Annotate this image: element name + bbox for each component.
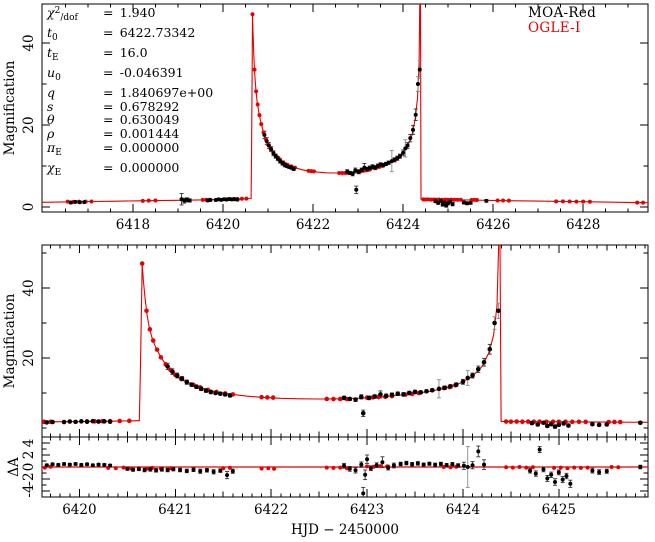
y-tick-label: 0 [21,203,37,212]
x-tick-label: 6418 [116,217,150,233]
x-tick-label: 6422 [296,217,330,233]
x-tick-label: 6420 [206,217,240,233]
param-row: t0 = 6422.73342 [47,24,196,43]
ogle-points [42,464,621,471]
moa-points [44,308,643,429]
y-tick-label: 2 [21,451,37,460]
param-row: q = 1.840697e+00 [47,84,214,100]
fit-parameters: χ2/dof = 1.940 t0 = 6422.73342 tE = 16.0 u0 = -… [47,5,213,181]
x-tick-label: 6426 [476,217,510,233]
param-row: ρ = 0.001444 [47,126,180,142]
y-tick-label: 4 [21,439,37,448]
x-tick-label: 6423 [350,502,384,518]
param-row: s = 0.678292 [47,98,180,114]
param-row: χ2/dof = 1.940 [47,5,156,23]
legend: MOA-Red OGLE-I [528,6,596,36]
error-bars [44,302,643,429]
bottom-y-axis-label: Magnification [2,293,18,389]
x-tick-label: 6424 [446,502,480,518]
y-tick-label: 0 [21,463,37,472]
y-tick-label: 20 [21,349,37,366]
x-tick-label: 6420 [62,502,96,518]
top-y-axis-label: Magnification [2,60,18,156]
param-row: tE = 16.0 [47,44,148,63]
y-tick-label: 40 [21,34,37,51]
x-tick-label: 6428 [566,217,600,233]
y-tick-label: -2 [21,472,37,485]
top-panel: 6418 6420 6422 6424 6426 6428 0 20 40 [21,3,649,233]
y-tick-label: 40 [21,279,37,296]
error-bars [44,445,643,497]
x-tick-label: 6425 [542,502,576,518]
ogle-points [42,261,623,425]
param-row: θ = 0.630049 [47,112,180,128]
moa-points [68,67,489,208]
y-tick-label: 20 [21,116,37,133]
x-axis-label: HJD − 2450000 [290,522,400,538]
axis-ticks [42,245,648,437]
axis-ticks [42,4,648,212]
residual-y-axis-label: ΔA [6,457,22,477]
x-tick-label: 6421 [158,502,192,518]
res-panel: 6420 6421 6422 6423 6424 6425 -4-20 2 4 [21,436,649,518]
legend-ogle: OGLE-I [528,20,581,36]
moa-points [44,447,643,496]
param-row: χE = 0.000000 [47,160,180,179]
model-curve [42,245,648,423]
x-tick-label: 6424 [386,217,420,233]
param-row: πE = 0.000000 [47,140,180,159]
legend-moa: MOA-Red [528,5,597,21]
y-tick-label: -4 [21,484,37,497]
x-tick-label: 6422 [254,502,288,518]
param-row: u0 = -0.046391 [47,64,184,83]
